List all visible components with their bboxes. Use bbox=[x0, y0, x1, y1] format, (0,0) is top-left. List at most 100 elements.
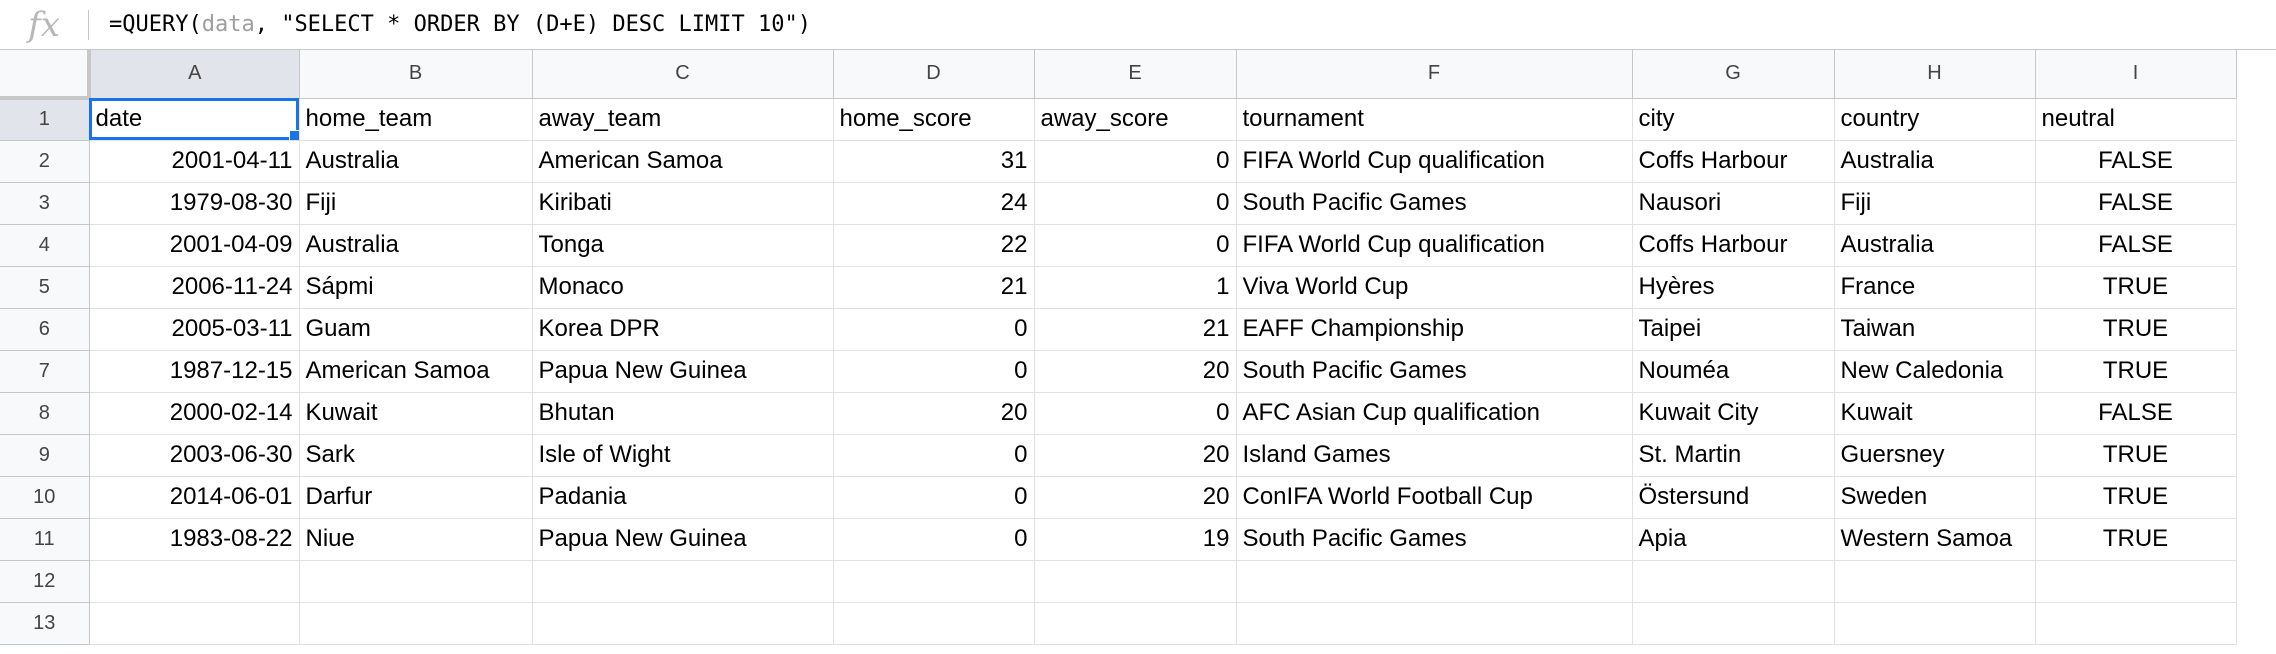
data-cell[interactable]: 20 bbox=[833, 392, 1035, 435]
data-cell[interactable]: Kiribati bbox=[532, 182, 834, 225]
data-cell[interactable]: 0 bbox=[833, 518, 1035, 561]
data-cell[interactable]: 2005-03-11 bbox=[89, 308, 300, 351]
empty-cell[interactable] bbox=[532, 602, 834, 645]
header-cell[interactable]: city bbox=[1632, 98, 1835, 141]
data-cell[interactable]: Australia bbox=[1834, 140, 2036, 183]
data-cell[interactable]: Tonga bbox=[532, 224, 834, 267]
row-header[interactable]: 9 bbox=[0, 434, 90, 477]
column-header-d[interactable]: D bbox=[833, 50, 1035, 99]
column-header-h[interactable]: H bbox=[1834, 50, 2036, 99]
data-cell[interactable]: 20 bbox=[1034, 476, 1237, 519]
data-cell[interactable]: Papua New Guinea bbox=[532, 518, 834, 561]
column-header-b[interactable]: B bbox=[299, 50, 533, 99]
data-cell[interactable]: 20 bbox=[1034, 350, 1237, 393]
data-cell[interactable]: 24 bbox=[833, 182, 1035, 225]
empty-cell[interactable] bbox=[1632, 602, 1835, 645]
row-header[interactable]: 13 bbox=[0, 602, 90, 645]
data-cell[interactable]: FALSE bbox=[2035, 224, 2237, 267]
data-cell[interactable]: TRUE bbox=[2035, 434, 2237, 477]
header-cell[interactable]: country bbox=[1834, 98, 2036, 141]
data-cell[interactable]: 0 bbox=[1034, 392, 1237, 435]
data-cell[interactable]: Kuwait City bbox=[1632, 392, 1835, 435]
formula-input[interactable]: =QUERY(data, "SELECT * ORDER BY (D+E) DE… bbox=[89, 12, 811, 37]
data-cell[interactable]: South Pacific Games bbox=[1236, 350, 1633, 393]
row-header[interactable]: 2 bbox=[0, 140, 90, 183]
row-header[interactable]: 1 bbox=[0, 98, 90, 141]
data-cell[interactable]: 0 bbox=[833, 308, 1035, 351]
data-cell[interactable]: Sark bbox=[299, 434, 533, 477]
empty-cell[interactable] bbox=[1236, 560, 1633, 603]
header-cell[interactable]: neutral bbox=[2035, 98, 2237, 141]
data-cell[interactable]: Guam bbox=[299, 308, 533, 351]
row-header[interactable]: 5 bbox=[0, 266, 90, 309]
data-cell[interactable]: 21 bbox=[1034, 308, 1237, 351]
data-cell[interactable]: 1 bbox=[1034, 266, 1237, 309]
data-cell[interactable]: 0 bbox=[1034, 224, 1237, 267]
data-cell[interactable]: FALSE bbox=[2035, 392, 2237, 435]
empty-cell[interactable] bbox=[89, 602, 300, 645]
data-cell[interactable]: TRUE bbox=[2035, 266, 2237, 309]
data-cell[interactable]: 2003-06-30 bbox=[89, 434, 300, 477]
column-header-c[interactable]: C bbox=[532, 50, 834, 99]
data-cell[interactable]: Papua New Guinea bbox=[532, 350, 834, 393]
empty-cell[interactable] bbox=[1834, 560, 2036, 603]
empty-cell[interactable] bbox=[299, 560, 533, 603]
data-cell[interactable]: American Samoa bbox=[299, 350, 533, 393]
data-cell[interactable]: Australia bbox=[299, 140, 533, 183]
data-cell[interactable]: Australia bbox=[299, 224, 533, 267]
data-cell[interactable]: St. Martin bbox=[1632, 434, 1835, 477]
data-cell[interactable]: 1983-08-22 bbox=[89, 518, 300, 561]
data-cell[interactable]: Fiji bbox=[1834, 182, 2036, 225]
data-cell[interactable]: Niue bbox=[299, 518, 533, 561]
data-cell[interactable]: 31 bbox=[833, 140, 1035, 183]
data-cell[interactable]: TRUE bbox=[2035, 308, 2237, 351]
data-cell[interactable]: Western Samoa bbox=[1834, 518, 2036, 561]
data-cell[interactable]: FIFA World Cup qualification bbox=[1236, 224, 1633, 267]
data-cell[interactable]: Guersney bbox=[1834, 434, 2036, 477]
row-header[interactable]: 10 bbox=[0, 476, 90, 519]
row-header[interactable]: 8 bbox=[0, 392, 90, 435]
data-cell[interactable]: Isle of Wight bbox=[532, 434, 834, 477]
data-cell[interactable]: 1979-08-30 bbox=[89, 182, 300, 225]
data-cell[interactable]: TRUE bbox=[2035, 518, 2237, 561]
empty-cell[interactable] bbox=[1834, 602, 2036, 645]
data-cell[interactable]: Nouméa bbox=[1632, 350, 1835, 393]
data-cell[interactable]: 0 bbox=[833, 476, 1035, 519]
column-header-a[interactable]: A bbox=[89, 50, 300, 99]
row-header[interactable]: 4 bbox=[0, 224, 90, 267]
data-cell[interactable]: Coffs Harbour bbox=[1632, 140, 1835, 183]
data-cell[interactable]: Bhutan bbox=[532, 392, 834, 435]
data-cell[interactable]: Monaco bbox=[532, 266, 834, 309]
data-cell[interactable]: Sweden bbox=[1834, 476, 2036, 519]
column-header-i[interactable]: I bbox=[2035, 50, 2237, 99]
data-cell[interactable]: Kuwait bbox=[299, 392, 533, 435]
empty-cell[interactable] bbox=[2035, 560, 2237, 603]
data-cell[interactable]: 20 bbox=[1034, 434, 1237, 477]
header-cell[interactable]: tournament bbox=[1236, 98, 1633, 141]
column-header-e[interactable]: E bbox=[1034, 50, 1237, 99]
empty-cell[interactable] bbox=[532, 560, 834, 603]
data-cell[interactable]: 22 bbox=[833, 224, 1035, 267]
data-cell[interactable]: South Pacific Games bbox=[1236, 182, 1633, 225]
data-cell[interactable]: 19 bbox=[1034, 518, 1237, 561]
data-cell[interactable]: 0 bbox=[1034, 140, 1237, 183]
data-cell[interactable]: TRUE bbox=[2035, 476, 2237, 519]
row-header[interactable]: 11 bbox=[0, 518, 90, 561]
row-header[interactable]: 7 bbox=[0, 350, 90, 393]
empty-cell[interactable] bbox=[299, 602, 533, 645]
data-cell[interactable]: Coffs Harbour bbox=[1632, 224, 1835, 267]
row-header[interactable]: 12 bbox=[0, 560, 90, 603]
data-cell[interactable]: Östersund bbox=[1632, 476, 1835, 519]
data-cell[interactable]: FIFA World Cup qualification bbox=[1236, 140, 1633, 183]
header-cell[interactable]: home_score bbox=[833, 98, 1035, 141]
data-cell[interactable]: 0 bbox=[833, 434, 1035, 477]
empty-cell[interactable] bbox=[1034, 602, 1237, 645]
header-cell[interactable]: away_score bbox=[1034, 98, 1237, 141]
data-cell[interactable]: 1987-12-15 bbox=[89, 350, 300, 393]
empty-cell[interactable] bbox=[1034, 560, 1237, 603]
data-cell[interactable]: South Pacific Games bbox=[1236, 518, 1633, 561]
header-cell[interactable]: away_team bbox=[532, 98, 834, 141]
data-cell[interactable]: 2006-11-24 bbox=[89, 266, 300, 309]
row-header[interactable]: 3 bbox=[0, 182, 90, 225]
data-cell[interactable]: 2001-04-09 bbox=[89, 224, 300, 267]
